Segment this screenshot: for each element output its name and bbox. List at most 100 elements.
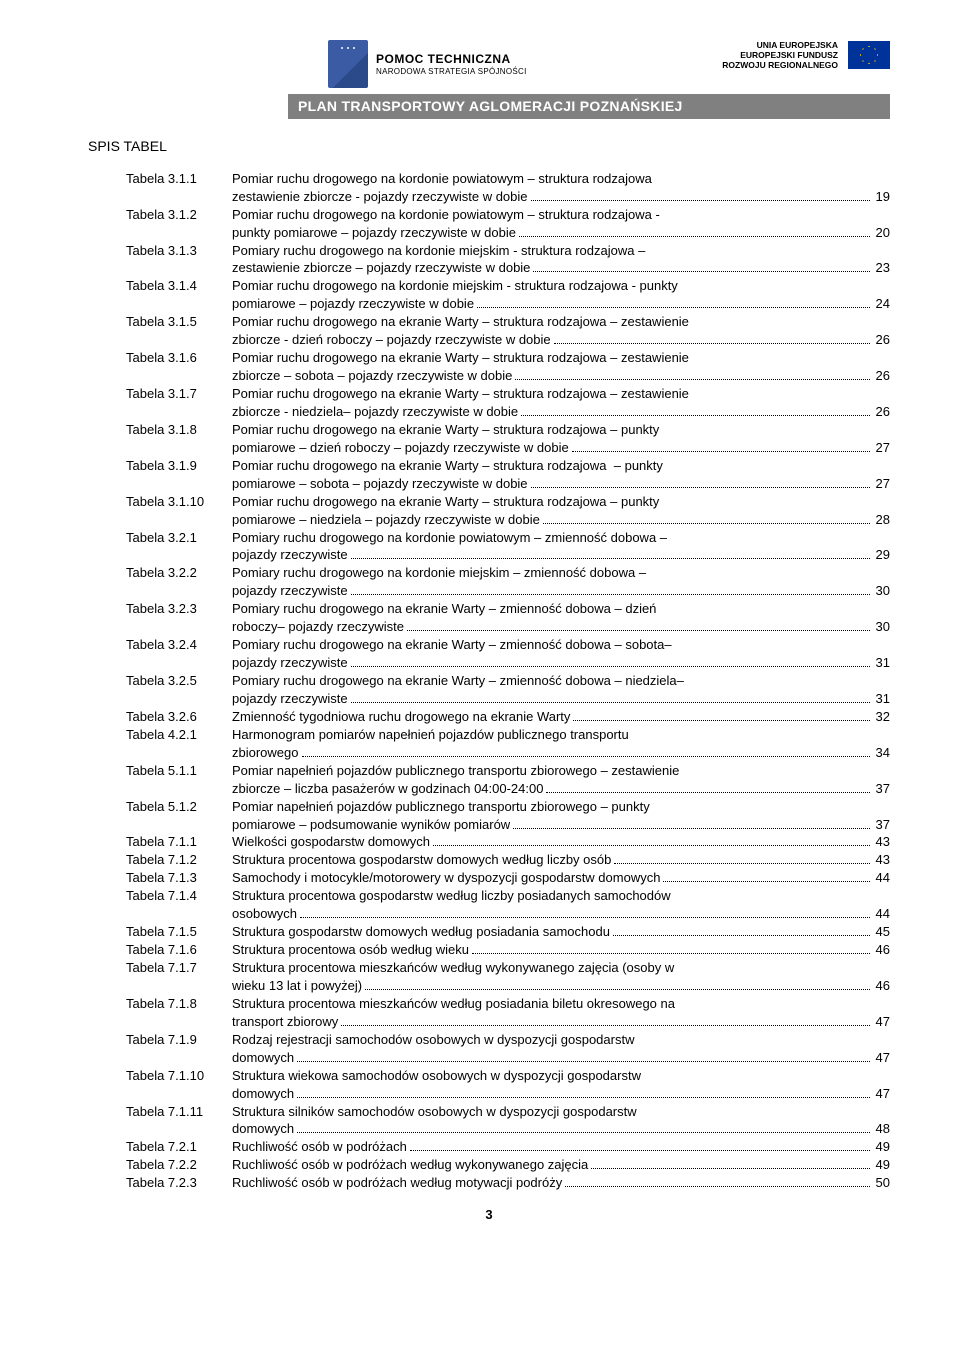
logo-left-text: POMOC TECHNICZNA NARODOWA STRATEGIA SPÓJ… xyxy=(376,51,527,78)
toc-text: zbiorcze – liczba pasażerów w godzinach … xyxy=(232,780,543,798)
leader-dots xyxy=(613,935,870,936)
leader-dots xyxy=(297,1132,869,1133)
toc-desc: Struktura procentowa mieszkańców według … xyxy=(232,959,890,995)
toc-entry: Tabela 7.1.7Struktura procentowa mieszka… xyxy=(126,959,890,995)
toc-label: Tabela 7.1.2 xyxy=(126,851,232,869)
toc-entry: Tabela 7.2.3Ruchliwość osób w podróżach … xyxy=(126,1174,890,1192)
toc-label: Tabela 3.2.5 xyxy=(126,672,232,690)
toc-text: Rodzaj rejestracji samochodów osobowych … xyxy=(232,1031,634,1049)
toc-label: Tabela 3.1.2 xyxy=(126,206,232,224)
toc-desc: Pomiar napełnień pojazdów publicznego tr… xyxy=(232,762,890,798)
leader-dots xyxy=(521,415,869,416)
toc-entry: Tabela 7.2.1Ruchliwość osób w podróżach4… xyxy=(126,1138,890,1156)
toc-text: Pomiary ruchu drogowego na kordonie powi… xyxy=(232,529,667,547)
toc-text: Struktura wiekowa samochodów osobowych w… xyxy=(232,1067,641,1085)
toc-text: Struktura procentowa gospodarstw domowyc… xyxy=(232,851,611,869)
toc-desc: Pomiary ruchu drogowego na kordonie miej… xyxy=(232,564,890,600)
toc-page: 44 xyxy=(873,905,890,923)
toc-page: 24 xyxy=(873,295,890,313)
toc-text: pomiarowe – podsumowanie wyników pomiaró… xyxy=(232,816,510,834)
toc-page: 49 xyxy=(873,1138,890,1156)
toc-entry: Tabela 3.1.8Pomiar ruchu drogowego na ek… xyxy=(126,421,890,457)
toc-desc: Pomiary ruchu drogowego na kordonie powi… xyxy=(232,529,890,565)
leader-dots xyxy=(351,702,870,703)
logo-pomoc-techniczna: POMOC TECHNICZNA NARODOWA STRATEGIA SPÓJ… xyxy=(328,40,527,88)
toc-entry: Tabela 3.2.2Pomiary ruchu drogowego na k… xyxy=(126,564,890,600)
leader-dots xyxy=(477,307,869,308)
toc-desc: Pomiary ruchu drogowego na ekranie Warty… xyxy=(232,672,890,708)
toc-text: zbiorowego xyxy=(232,744,299,762)
toc-label: Tabela 7.1.3 xyxy=(126,869,232,887)
toc-page: 46 xyxy=(873,977,890,995)
toc-text: zestawienie zbiorcze - pojazdy rzeczywis… xyxy=(232,188,528,206)
leader-dots xyxy=(572,451,870,452)
toc-desc: Pomiar ruchu drogowego na ekranie Warty … xyxy=(232,457,890,493)
toc-page: 37 xyxy=(873,816,890,834)
toc-desc: Struktura silników samochodów osobowych … xyxy=(232,1103,890,1139)
leader-dots xyxy=(365,989,869,990)
toc-text: Struktura gospodarstw domowych według po… xyxy=(232,923,610,941)
toc-text: wieku 13 lat i powyżej) xyxy=(232,977,362,995)
toc-entry: Tabela 5.1.1Pomiar napełnień pojazdów pu… xyxy=(126,762,890,798)
toc-desc: Pomiar ruchu drogowego na ekranie Warty … xyxy=(232,349,890,385)
toc-text: Pomiar napełnień pojazdów publicznego tr… xyxy=(232,798,650,816)
toc-entry: Tabela 7.1.5Struktura gospodarstw domowy… xyxy=(126,923,890,941)
toc-text: Samochody i motocykle/motorowery w dyspo… xyxy=(232,869,660,887)
toc-page: 43 xyxy=(873,833,890,851)
toc-text: osobowych xyxy=(232,905,297,923)
leader-dots xyxy=(554,343,870,344)
toc-text: pomiarowe – pojazdy rzeczywiste w dobie xyxy=(232,295,474,313)
toc-page: 26 xyxy=(873,331,890,349)
toc-page: 47 xyxy=(873,1013,890,1031)
toc-text: Pomiar ruchu drogowego na ekranie Warty … xyxy=(232,457,663,475)
toc-entry: Tabela 3.1.9Pomiar ruchu drogowego na ek… xyxy=(126,457,890,493)
toc-entry: Tabela 5.1.2Pomiar napełnień pojazdów pu… xyxy=(126,798,890,834)
toc-text: Pomiar ruchu drogowego na ekranie Warty … xyxy=(232,493,659,511)
toc-label: Tabela 3.2.2 xyxy=(126,564,232,582)
toc-label: Tabela 7.2.2 xyxy=(126,1156,232,1174)
page-number: 3 xyxy=(88,1206,890,1224)
toc-text: Pomiar ruchu drogowego na ekranie Warty … xyxy=(232,385,689,403)
toc-label: Tabela 7.1.6 xyxy=(126,941,232,959)
toc-label: Tabela 4.2.1 xyxy=(126,726,232,744)
toc-label: Tabela 7.1.5 xyxy=(126,923,232,941)
toc-text: zbiorcze - niedziela– pojazdy rzeczywist… xyxy=(232,403,518,421)
leader-dots xyxy=(300,917,869,918)
toc-label: Tabela 7.1.9 xyxy=(126,1031,232,1049)
leader-dots xyxy=(407,630,870,631)
toc-desc: Struktura procentowa osób według wieku46 xyxy=(232,941,890,959)
toc-text: domowych xyxy=(232,1049,294,1067)
leader-dots xyxy=(573,720,869,721)
toc-page: 19 xyxy=(873,188,890,206)
leader-dots xyxy=(546,792,869,793)
toc-page: 45 xyxy=(873,923,890,941)
toc-label: Tabela 3.1.7 xyxy=(126,385,232,403)
toc-desc: Struktura procentowa mieszkańców według … xyxy=(232,995,890,1031)
leader-dots xyxy=(302,756,870,757)
toc-page: 23 xyxy=(873,259,890,277)
leader-dots xyxy=(433,845,870,846)
toc-entry: Tabela 7.1.2Struktura procentowa gospoda… xyxy=(126,851,890,869)
toc-label: Tabela 3.1.4 xyxy=(126,277,232,295)
logo-right-line3: ROZWOJU REGIONALNEGO xyxy=(722,60,838,70)
toc-page: 26 xyxy=(873,403,890,421)
toc-entry: Tabela 3.2.3Pomiary ruchu drogowego na e… xyxy=(126,600,890,636)
toc-label: Tabela 3.1.1 xyxy=(126,170,232,188)
toc-entry: Tabela 7.1.11Struktura silników samochod… xyxy=(126,1103,890,1139)
toc-desc: Struktura procentowa gospodarstw według … xyxy=(232,887,890,923)
toc-page: 37 xyxy=(873,780,890,798)
leader-dots xyxy=(351,594,870,595)
toc-entry: Tabela 3.2.1Pomiary ruchu drogowego na k… xyxy=(126,529,890,565)
toc-label: Tabela 3.2.4 xyxy=(126,636,232,654)
toc-text: punkty pomiarowe – pojazdy rzeczywiste w… xyxy=(232,224,516,242)
toc-entry: Tabela 7.1.8Struktura procentowa mieszka… xyxy=(126,995,890,1031)
toc-page: 50 xyxy=(873,1174,890,1192)
toc-entry: Tabela 7.1.4Struktura procentowa gospoda… xyxy=(126,887,890,923)
toc-page: 26 xyxy=(873,367,890,385)
toc-label: Tabela 7.1.1 xyxy=(126,833,232,851)
toc-label: Tabela 3.1.9 xyxy=(126,457,232,475)
toc-page: 47 xyxy=(873,1085,890,1103)
leader-dots xyxy=(565,1186,869,1187)
logo-left-line1: POMOC TECHNICZNA xyxy=(376,51,527,67)
toc-page: 28 xyxy=(873,511,890,529)
